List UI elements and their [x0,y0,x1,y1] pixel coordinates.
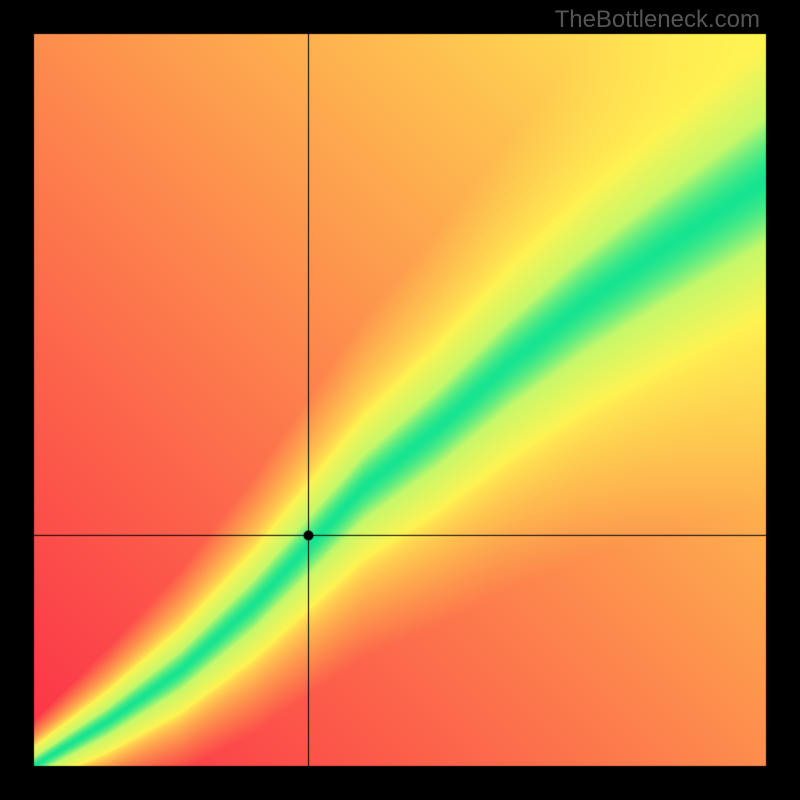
bottleneck-heatmap [0,0,800,800]
chart-container: TheBottleneck.com [0,0,800,800]
watermark: TheBottleneck.com [555,6,760,34]
